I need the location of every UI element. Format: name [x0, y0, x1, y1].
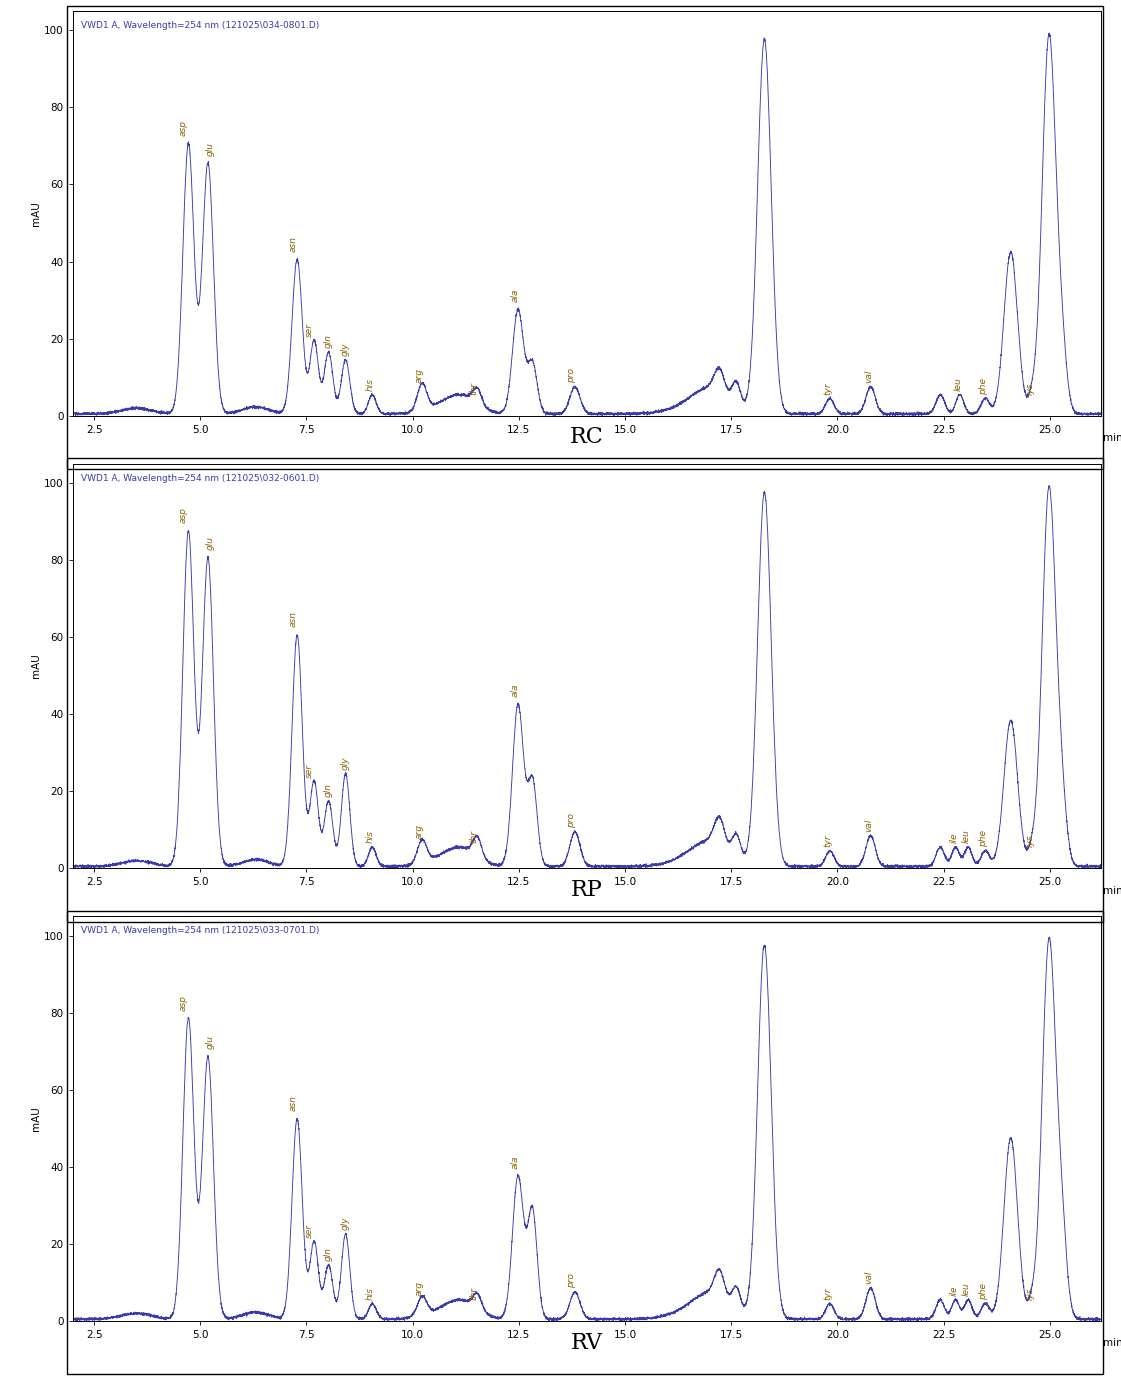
Text: arg: arg: [414, 1281, 423, 1296]
Text: VWD1 A, Wavelength=254 nm (121025\032-0601.D): VWD1 A, Wavelength=254 nm (121025\032-06…: [81, 473, 319, 483]
Text: ile: ile: [949, 1286, 958, 1296]
Text: phe: phe: [979, 378, 988, 395]
Text: gln: gln: [323, 1248, 332, 1261]
Text: gly: gly: [341, 342, 350, 356]
Text: asp: asp: [179, 508, 188, 523]
Text: ser: ser: [305, 763, 314, 778]
Text: leu: leu: [962, 829, 971, 843]
Text: tyr: tyr: [824, 835, 833, 847]
Text: pro: pro: [567, 813, 576, 828]
Text: glu: glu: [206, 1035, 215, 1049]
Text: phe: phe: [979, 1283, 988, 1300]
Text: thr: thr: [470, 1286, 479, 1300]
Text: gln: gln: [323, 334, 332, 348]
Y-axis label: mAU: mAU: [31, 654, 41, 679]
Text: arg: arg: [414, 368, 423, 384]
Text: ser: ser: [305, 323, 314, 337]
Text: glu: glu: [206, 537, 215, 551]
Text: tyr: tyr: [824, 1288, 833, 1300]
Text: ala: ala: [510, 683, 519, 697]
Text: min: min: [1103, 433, 1121, 443]
Text: val: val: [864, 1271, 873, 1285]
Text: asn: asn: [288, 236, 297, 253]
Text: leu: leu: [954, 377, 963, 391]
Text: lys: lys: [1026, 1288, 1035, 1300]
Text: lys: lys: [1026, 382, 1035, 395]
Text: tyr: tyr: [824, 382, 833, 395]
Text: RC: RC: [569, 426, 604, 449]
Text: VWD1 A, Wavelength=254 nm (121025\033-0701.D): VWD1 A, Wavelength=254 nm (121025\033-07…: [81, 926, 319, 936]
Text: his: his: [367, 831, 376, 843]
Text: gln: gln: [323, 782, 332, 798]
Text: asn: asn: [288, 611, 297, 628]
Text: RP: RP: [571, 879, 603, 901]
Text: ser: ser: [305, 1224, 314, 1238]
Text: his: his: [367, 378, 376, 391]
Text: phe: phe: [979, 831, 988, 847]
Text: VWD1 A, Wavelength=254 nm (121025\034-0801.D): VWD1 A, Wavelength=254 nm (121025\034-08…: [81, 21, 319, 30]
Text: thr: thr: [470, 381, 479, 395]
Text: val: val: [864, 818, 873, 832]
Text: pro: pro: [567, 1274, 576, 1289]
Text: val: val: [864, 370, 873, 384]
Text: asp: asp: [179, 995, 188, 1010]
Text: asn: asn: [288, 1094, 297, 1111]
Text: ala: ala: [510, 1155, 519, 1169]
Text: lys: lys: [1026, 835, 1035, 847]
Text: his: his: [367, 1286, 376, 1300]
Y-axis label: mAU: mAU: [31, 201, 41, 226]
Y-axis label: mAU: mAU: [31, 1107, 41, 1132]
Text: arg: arg: [414, 824, 423, 839]
Text: gly: gly: [341, 1217, 350, 1231]
Text: thr: thr: [470, 831, 479, 843]
Text: leu: leu: [962, 1282, 971, 1296]
Text: RV: RV: [571, 1332, 603, 1354]
Text: asp: asp: [179, 120, 188, 137]
Text: min: min: [1103, 886, 1121, 896]
Text: ile: ile: [949, 834, 958, 843]
Text: glu: glu: [206, 142, 215, 156]
Text: pro: pro: [567, 368, 576, 384]
Text: gly: gly: [341, 756, 350, 770]
Text: min: min: [1103, 1339, 1121, 1348]
Text: ala: ala: [510, 288, 519, 302]
